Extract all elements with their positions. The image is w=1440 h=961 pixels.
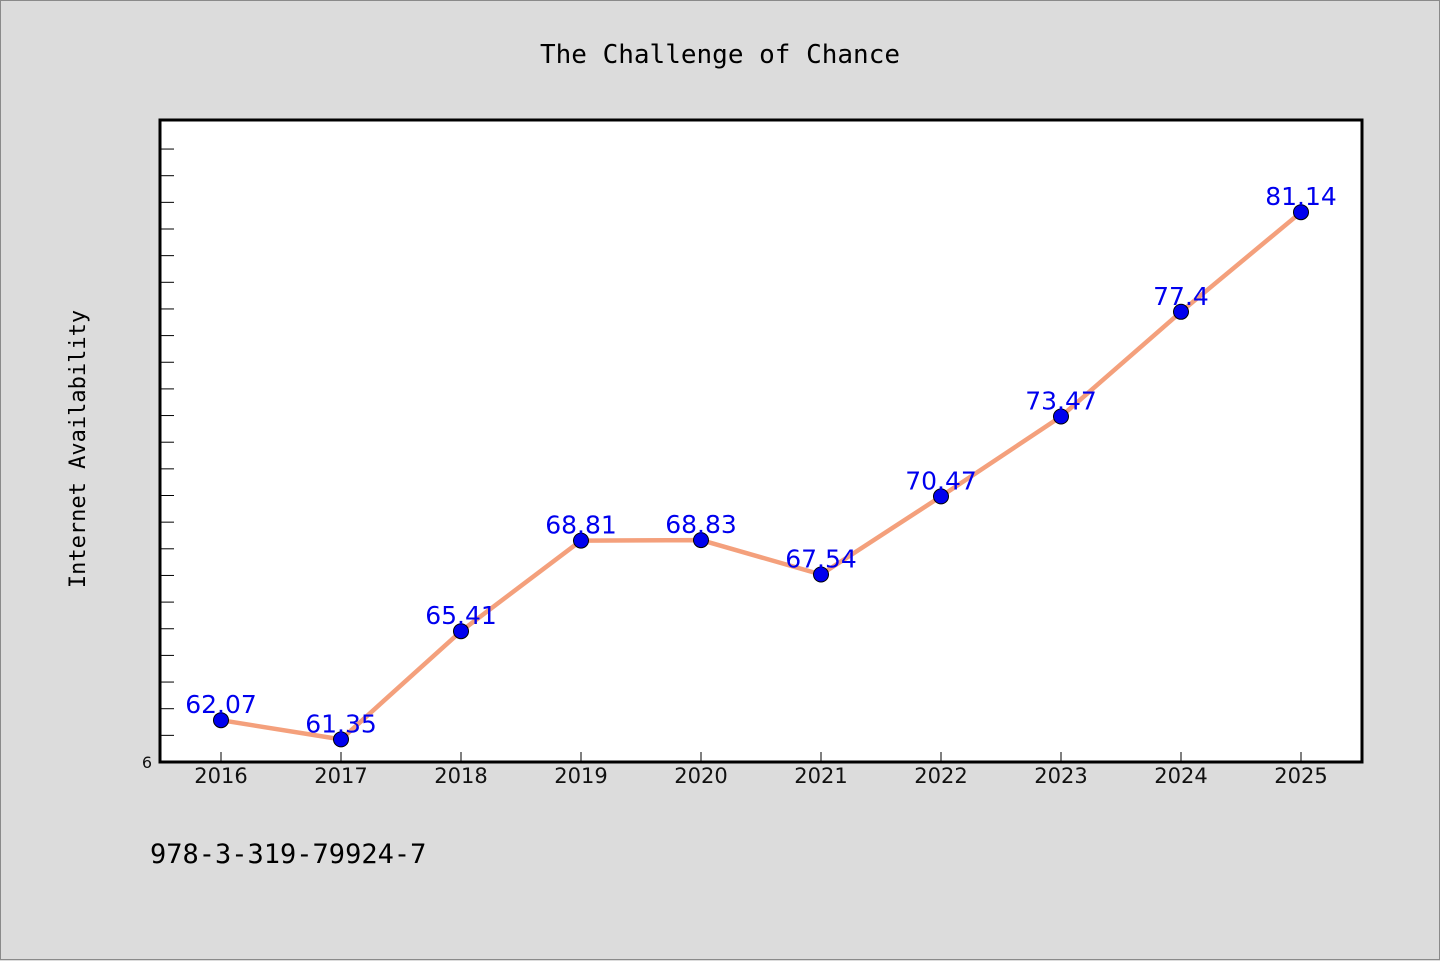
chart-title: The Challenge of Chance: [540, 40, 900, 70]
x-tick-label-2023: 2023: [1034, 764, 1087, 788]
data-point-2016: [213, 712, 229, 729]
footnote-isbn: 978-3-319-79924-7: [150, 839, 426, 870]
data-point-2023: [1053, 408, 1069, 425]
data-label-2019: 68.81: [545, 511, 617, 540]
data-point-2017: [333, 731, 349, 748]
data-label-2025: 81.14: [1265, 182, 1337, 211]
x-tick-label-2021: 2021: [794, 764, 847, 788]
x-tick-label-2017: 2017: [314, 764, 367, 788]
series-layer: [213, 204, 1309, 748]
x-tick-label-2020: 2020: [674, 764, 727, 788]
x-tick-label-2024: 2024: [1154, 764, 1207, 788]
x-axis-ticks: 2016 2017 2018 2019 2020 2021 2022 2023 2024 2025: [194, 752, 1328, 788]
series-line: [218, 209, 1304, 742]
data-label-2023: 73.47: [1025, 387, 1097, 416]
data-point-2024: [1173, 303, 1189, 320]
x-tick-label-2019: 2019: [554, 764, 607, 788]
data-label-2020: 68.83: [665, 510, 737, 539]
x-tick-label-2018: 2018: [434, 764, 487, 788]
y-axis-label: Internet Availability: [66, 310, 91, 588]
x-tick-label-2025: 2025: [1274, 764, 1327, 788]
data-label-2018: 65.41: [425, 601, 497, 630]
data-label-2016: 62.07: [185, 690, 257, 719]
data-point-2025: [1293, 204, 1309, 221]
data-label-2024: 77.4: [1153, 282, 1209, 311]
x-tick-label-2022: 2022: [914, 764, 967, 788]
data-point-2021: [813, 566, 829, 583]
plot-area: [158, 118, 1364, 764]
data-labels-layer: 62.07 61.35 65.41 68.81 68.83 67.54 70.47 73.47…: [185, 182, 1337, 738]
data-point-2019: [573, 532, 589, 549]
data-label-2022: 70.47: [905, 466, 977, 495]
x-tick-label-2016: 2016: [194, 764, 247, 788]
data-point-2018: [453, 623, 469, 640]
data-label-2017: 61.35: [305, 709, 377, 738]
data-point-2020: [693, 532, 709, 549]
data-label-2021: 67.54: [785, 545, 857, 574]
data-point-2022: [933, 488, 949, 505]
y-tick-label: 6: [142, 753, 152, 772]
y-axis-ticks: 6: [142, 148, 174, 772]
